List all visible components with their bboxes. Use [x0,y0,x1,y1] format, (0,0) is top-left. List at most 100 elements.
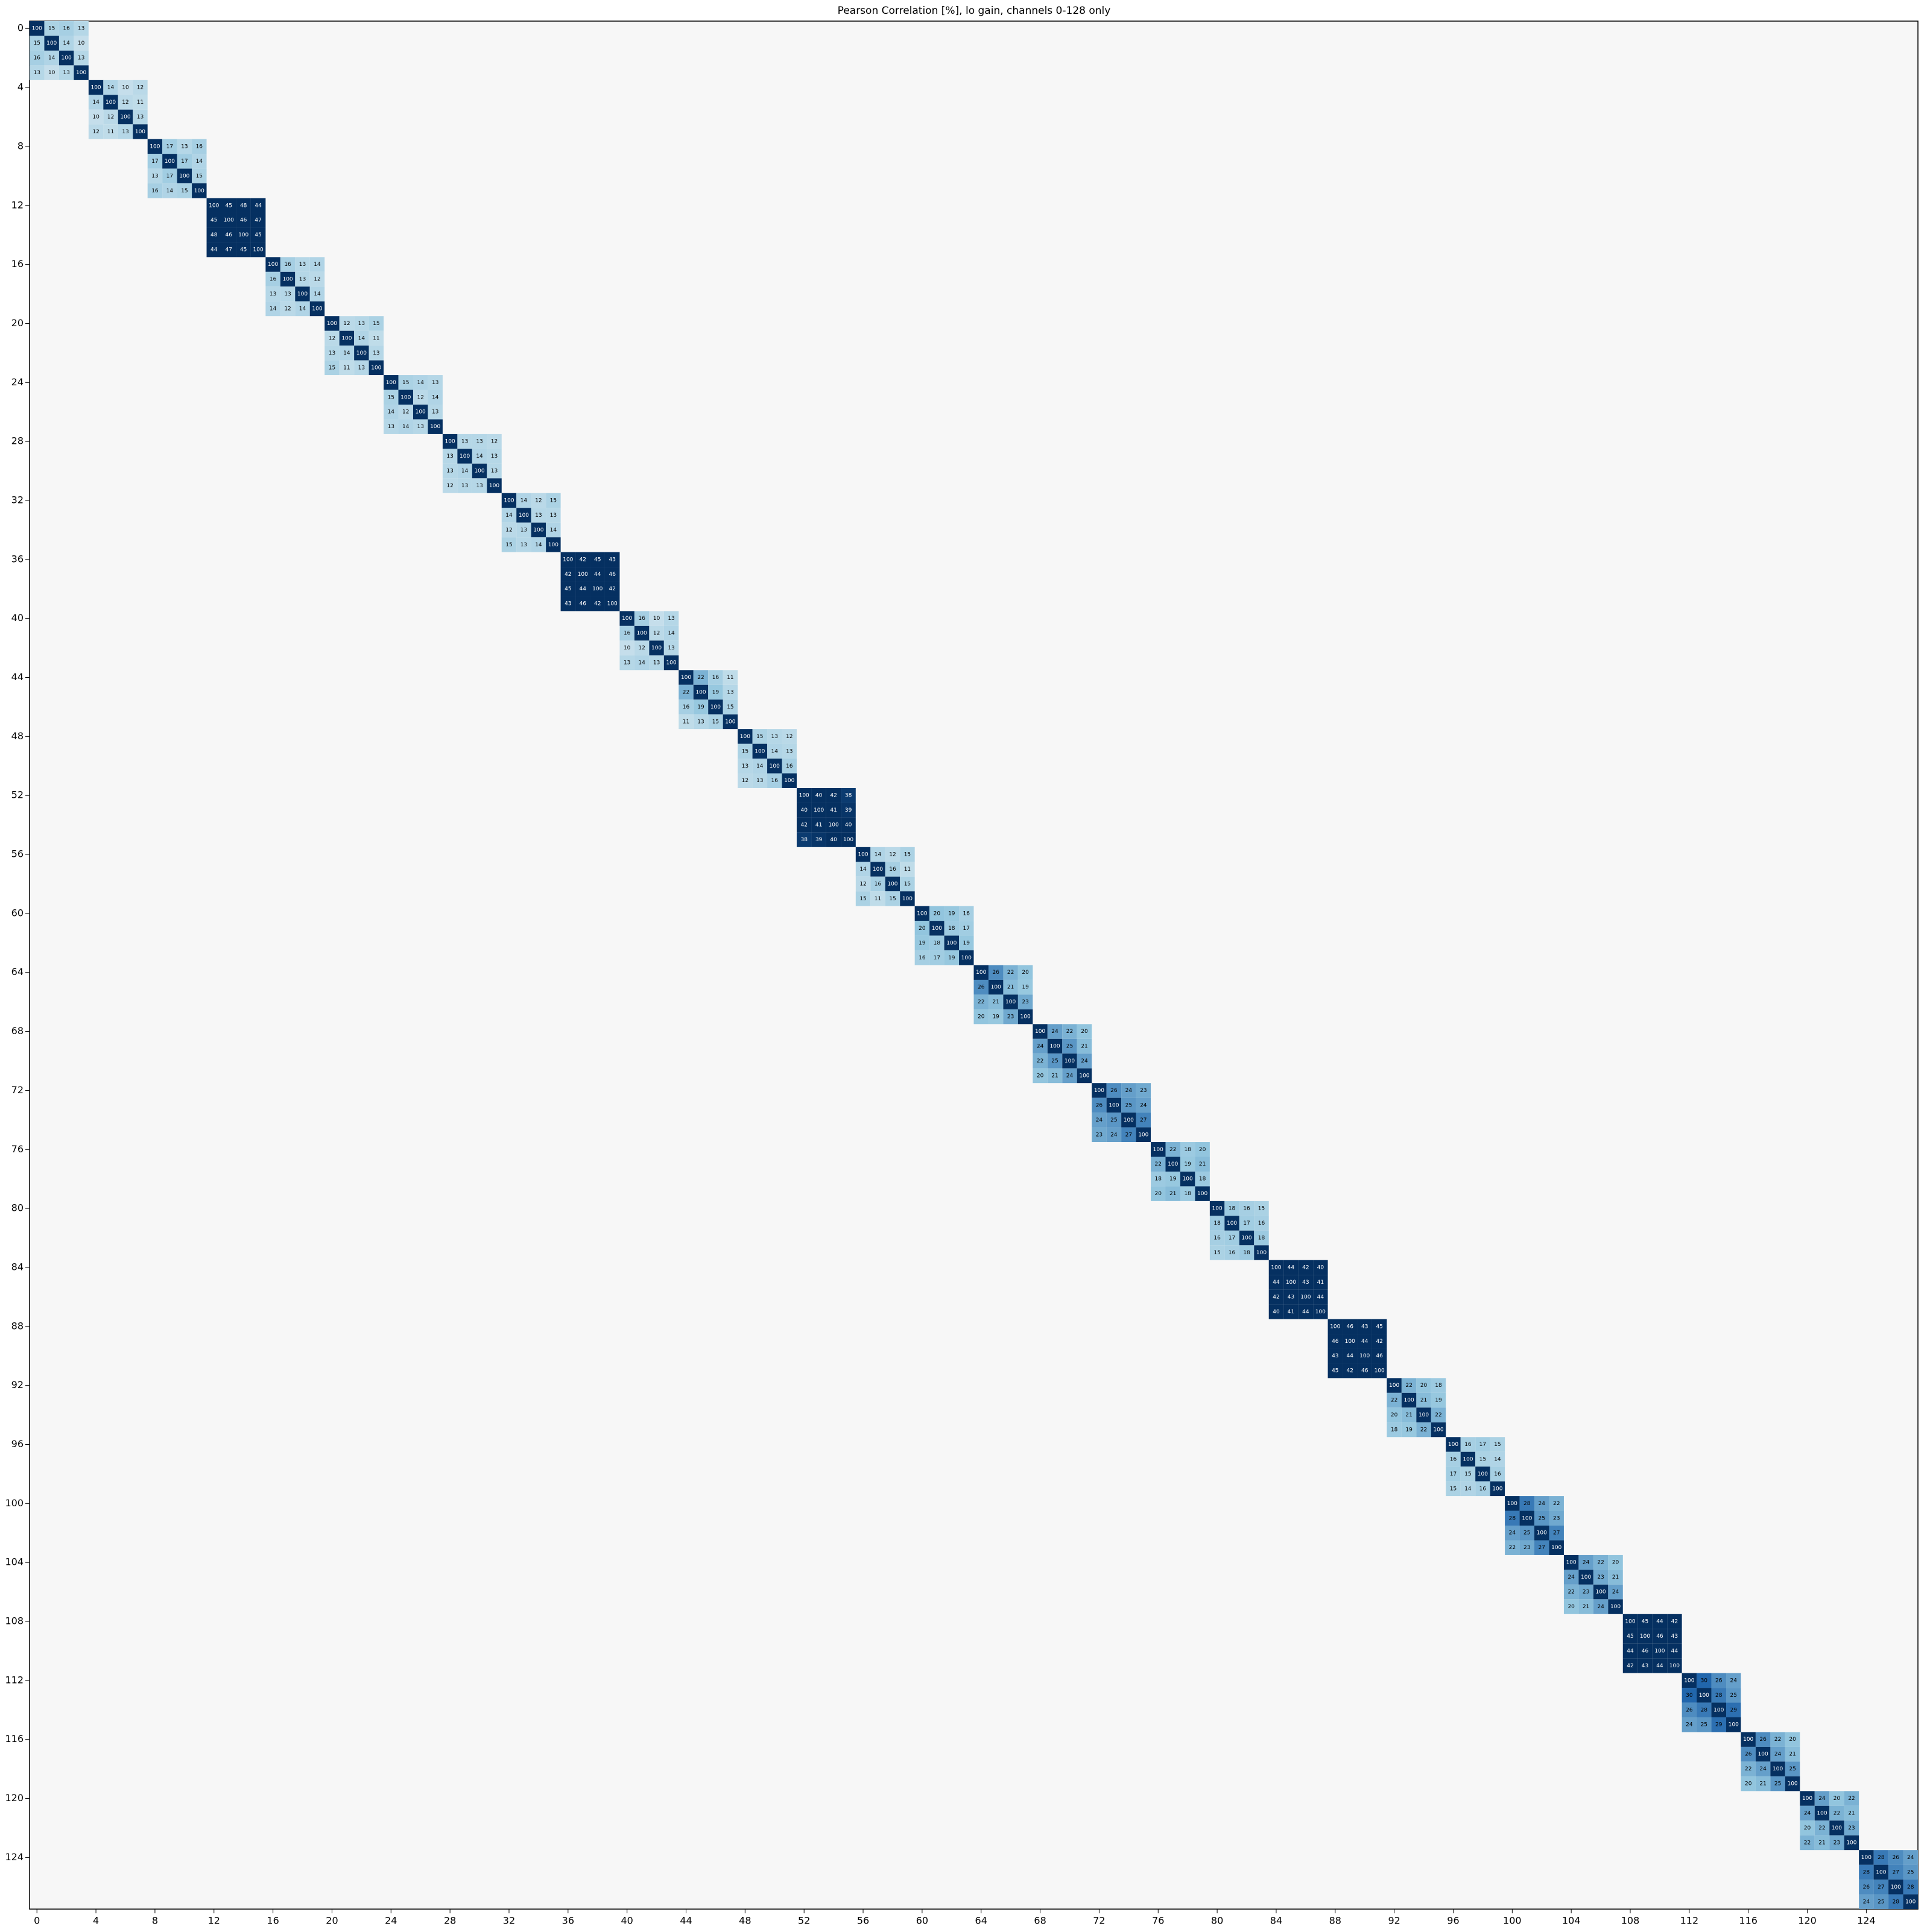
cell-label: 44 [1288,1264,1295,1271]
heatmap-cell [1180,1171,1195,1187]
heatmap-cell [914,935,930,951]
cell-label: 20 [1022,970,1029,976]
x-tick-label: 12 [208,1915,220,1927]
heatmap-cell [870,876,885,892]
heatmap-cell [413,404,428,420]
cell-label: 14 [299,306,306,312]
heatmap-cell [1622,1643,1638,1659]
cell-label: 100 [76,70,86,76]
heatmap-cell [177,139,192,154]
cell-label: 100 [563,557,573,563]
heatmap-cell [826,803,841,818]
heatmap-cell [1873,1850,1889,1865]
heatmap-cell [1387,1407,1402,1422]
cell-label: 27 [1140,1117,1147,1123]
cell-label: 15 [505,542,512,548]
heatmap-cell [1873,1880,1889,1895]
cell-label: 13 [520,527,527,533]
cell-label: 14 [550,527,557,533]
heatmap-cell [1033,1068,1048,1084]
cell-label: 24 [1612,1589,1619,1596]
cell-label: 100 [62,55,72,62]
heatmap-cell [147,183,163,198]
heatmap-cell [1637,1629,1653,1644]
y-tick-label: 96 [11,1438,24,1450]
cell-label: 100 [1891,1884,1901,1890]
heatmap-cell [1209,1201,1225,1216]
cell-label: 13 [476,439,482,445]
heatmap-cell [634,655,650,671]
heatmap-cell [900,891,915,906]
heatmap-cell [516,508,531,523]
heatmap-cell [575,552,590,567]
heatmap-cell [826,817,841,833]
cell-label: 41 [1317,1280,1324,1286]
heatmap-cell [1814,1820,1830,1836]
heatmap-cell [1106,1097,1122,1113]
cell-label: 14 [756,763,764,769]
cell-label: 12 [742,778,748,784]
heatmap-cell [1741,1746,1756,1762]
x-tick-label: 64 [975,1915,987,1927]
heatmap-cell [1165,1142,1180,1157]
heatmap-cell [1003,965,1018,980]
heatmap-cell [1873,1894,1889,1909]
cell-label: 100 [327,321,337,327]
heatmap-cell [1475,1466,1490,1482]
heatmap-cell [1209,1245,1225,1260]
heatmap-cell [30,50,45,66]
heatmap-cell [634,640,650,655]
heatmap-cell [1268,1304,1284,1319]
cell-label: 13 [63,70,69,76]
cell-label: 100 [1448,1442,1458,1448]
cell-label: 12 [107,114,114,120]
cell-label: 43 [1361,1324,1368,1330]
heatmap-cell [1416,1407,1431,1422]
heatmap-cell [428,419,443,434]
heatmap-cell [1549,1526,1564,1541]
cell-label: 100 [1065,1058,1075,1064]
heatmap-cell [236,212,251,228]
cell-label: 100 [1684,1678,1694,1684]
heatmap-cell [590,581,605,596]
cell-label: 21 [1007,985,1014,991]
cell-label: 14 [535,542,542,548]
heatmap-cell [914,921,930,936]
cell-label: 14 [314,262,321,268]
heatmap-cell [885,862,900,877]
heatmap-cell [1298,1260,1314,1275]
cell-label: 13 [181,144,188,150]
cell-label: 30 [1686,1693,1693,1699]
heatmap-cell [841,788,856,803]
heatmap-cell [1829,1835,1844,1851]
heatmap-cell [457,478,472,493]
cell-label: 20 [1037,1073,1044,1079]
heatmap-cell [1387,1392,1402,1408]
y-tick-label: 76 [11,1143,24,1155]
heatmap-cell [1622,1629,1638,1644]
cell-label: 16 [683,704,690,710]
heatmap-cell [1593,1570,1609,1585]
heatmap-cell [1873,1864,1889,1880]
heatmap-cell [841,803,856,818]
cell-label: 13 [786,748,793,754]
heatmap-cell [841,817,856,833]
heatmap-cell [1283,1289,1299,1305]
cell-label: 100 [489,483,499,489]
heatmap-cell [103,109,118,125]
heatmap-cell [1165,1171,1180,1187]
cell-label: 26 [978,985,985,991]
cell-label: 100 [32,26,42,32]
cell-label: 28 [1523,1501,1531,1507]
cell-label: 100 [106,99,116,106]
cell-label: 14 [520,497,528,504]
heatmap-cell [619,625,634,641]
heatmap-cell [1682,1717,1697,1732]
cell-label: 19 [1405,1427,1413,1433]
cell-label: 25 [1730,1693,1737,1699]
heatmap-cell [1460,1466,1476,1482]
cell-label: 42 [800,822,807,829]
heatmap-cell [516,493,531,508]
cell-label: 30 [1701,1678,1708,1684]
